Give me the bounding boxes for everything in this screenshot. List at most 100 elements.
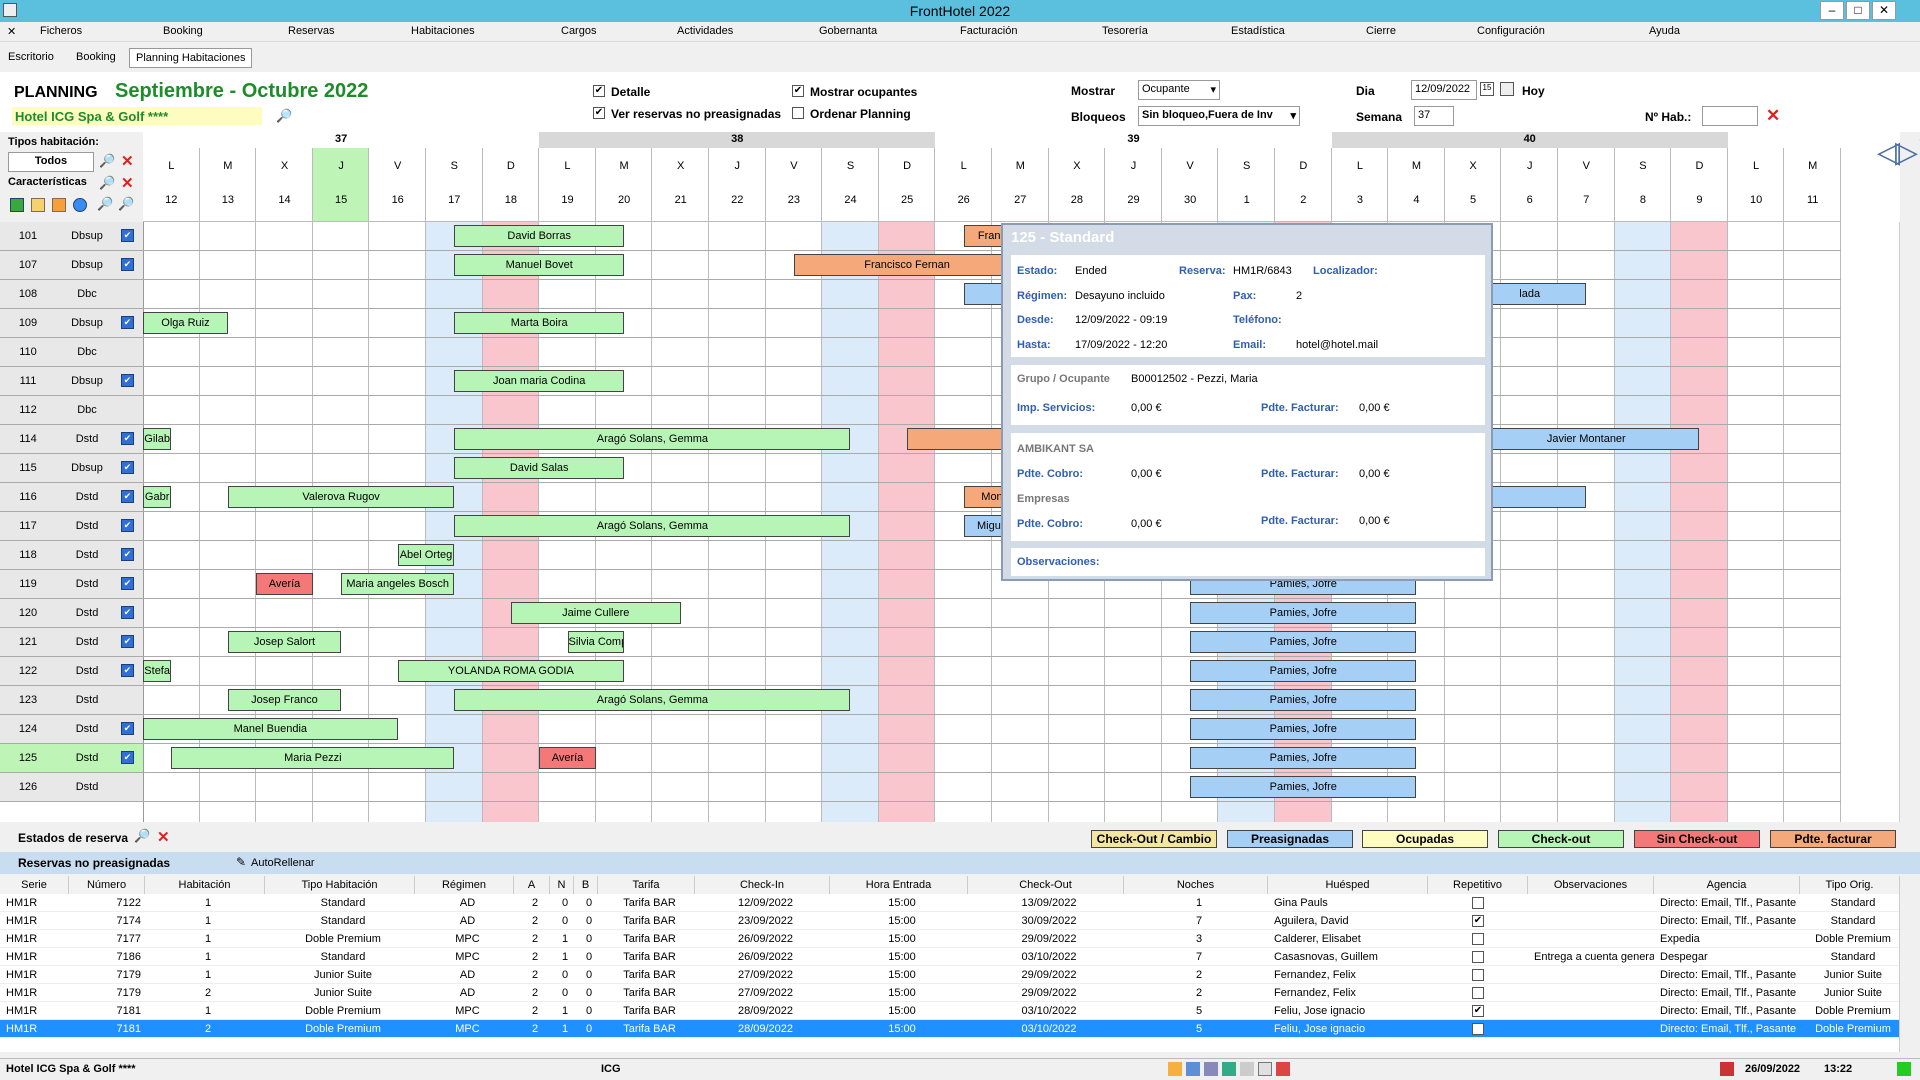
day-header[interactable] xyxy=(935,148,992,222)
autorellenar-button[interactable]: AutoRellenar xyxy=(251,857,315,869)
house-icon[interactable] xyxy=(52,198,66,212)
column-header[interactable]: Serie xyxy=(0,876,69,894)
repetitivo-checkbox[interactable]: ✔ xyxy=(1472,1005,1484,1017)
menu-item[interactable]: Cierre xyxy=(1366,25,1396,37)
semana-input[interactable]: 37 xyxy=(1414,106,1454,126)
reservation-bar[interactable]: Pamies, Jofre xyxy=(1190,689,1417,711)
legend-item[interactable]: Sin Check-out xyxy=(1634,830,1760,848)
room-row-label[interactable]: 126 Dstd xyxy=(0,773,143,802)
room-row-label[interactable]: 122 Dstd ✔ xyxy=(0,657,143,686)
reservation-bar[interactable]: Pamies, Jofre xyxy=(1190,660,1417,682)
menu-item[interactable]: Facturación xyxy=(960,25,1018,37)
users-icon[interactable] xyxy=(1186,1062,1200,1076)
calculator-icon[interactable] xyxy=(1240,1062,1254,1076)
legend-item[interactable]: Preasignadas xyxy=(1227,830,1353,848)
day-header[interactable] xyxy=(1501,148,1558,222)
room-row-label[interactable]: 114 Dstd ✔ xyxy=(0,425,143,454)
repetitivo-checkbox[interactable] xyxy=(1472,969,1484,981)
bloqueos-select[interactable]: Sin bloqueo,Fuera de Inv ▾ xyxy=(1138,106,1300,126)
day-header[interactable] xyxy=(765,148,823,222)
day-header[interactable] xyxy=(595,148,653,222)
globe-icon[interactable] xyxy=(1222,1062,1236,1076)
day-header[interactable] xyxy=(1558,148,1615,222)
close-button[interactable]: ✕ xyxy=(1872,1,1896,20)
room-row-label[interactable]: 108 Dbc xyxy=(0,280,143,309)
room-row-label[interactable]: 116 Dstd ✔ xyxy=(0,483,143,512)
room-row-label[interactable]: 111 Dbsup ✔ xyxy=(0,367,143,396)
hotel-search-icon[interactable]: 🔎 xyxy=(276,108,293,123)
table-row[interactable]: HM1R 7181 1 Doble Premium MPC 2 1 0 Tarifa BAR 28… xyxy=(0,1002,1900,1020)
room-row-label[interactable]: 123 Dstd xyxy=(0,686,143,715)
table-row[interactable]: HM1R 7179 2 Junior Suite AD 2 0 0 Tarifa BAR 27/0… xyxy=(0,984,1900,1002)
reservation-bar[interactable]: Javier Montaner xyxy=(1473,428,1700,450)
room-row-label[interactable]: 118 Dstd ✔ xyxy=(0,541,143,570)
day-header[interactable] xyxy=(878,148,936,222)
legend-item[interactable]: Check-out xyxy=(1498,830,1624,848)
app-icon[interactable] xyxy=(3,3,17,17)
menu-item[interactable]: Gobernanta xyxy=(819,25,878,37)
day-header[interactable] xyxy=(482,148,540,222)
legend-item[interactable]: Pdte. facturar xyxy=(1770,830,1896,848)
day-header[interactable] xyxy=(709,148,766,222)
tipos-search-icon[interactable]: 🔎 xyxy=(99,153,116,168)
day-header[interactable] xyxy=(1671,148,1728,222)
mostrar-select[interactable]: Ocupante ▾ xyxy=(1138,80,1220,100)
reservation-bar[interactable]: Stefa xyxy=(143,660,172,682)
reservation-bar[interactable]: Aragó Solans, Gemma xyxy=(454,515,851,537)
room-row-label[interactable]: 109 Dbsup ✔ xyxy=(0,309,143,338)
reservation-bar[interactable]: lada xyxy=(1473,283,1587,305)
reservation-bar[interactable]: Gilab xyxy=(143,428,172,450)
tipos-input[interactable]: Todos xyxy=(8,152,94,172)
grid-calendar-icon[interactable] xyxy=(1500,82,1514,96)
edit-icon[interactable] xyxy=(31,198,45,212)
table-row[interactable]: HM1R 7177 1 Doble Premium MPC 2 1 0 Tarifa BAR 26… xyxy=(0,930,1900,948)
menu-item[interactable]: Habitaciones xyxy=(411,25,475,37)
reservation-bar[interactable]: Valerova Rugov xyxy=(227,486,455,508)
reservation-bar[interactable]: Aragó Solans, Gemma xyxy=(454,689,851,711)
menu-item[interactable]: Estadística xyxy=(1231,25,1285,37)
column-header[interactable]: Hora Entrada xyxy=(830,876,968,894)
reservation-bar[interactable]: Joan maria Codina xyxy=(454,370,625,392)
tab-booking[interactable]: Booking xyxy=(76,51,116,63)
room-row-label[interactable]: 119 Dstd ✔ xyxy=(0,570,143,599)
reservation-bar[interactable]: Gabr xyxy=(143,486,172,508)
nhab-clear-icon[interactable]: ✕ xyxy=(1766,106,1781,125)
mail-icon[interactable] xyxy=(1258,1062,1272,1076)
room-row-label[interactable]: 107 Dbsup ✔ xyxy=(0,251,143,280)
table-scrollbar[interactable] xyxy=(1899,876,1920,1052)
dia-input[interactable]: 12/09/2022 xyxy=(1411,80,1477,100)
repetitivo-checkbox[interactable]: ✔ xyxy=(1472,915,1484,927)
day-header[interactable] xyxy=(312,148,370,222)
day-header[interactable] xyxy=(539,148,596,222)
mostrar-ocupantes-checkbox[interactable]: ✔ xyxy=(792,85,804,97)
maximize-button[interactable]: □ xyxy=(1846,1,1870,20)
reservation-bar[interactable]: Pamies, Jofre xyxy=(1190,776,1417,798)
room-row-label[interactable]: 120 Dstd ✔ xyxy=(0,599,143,628)
repetitivo-checkbox[interactable] xyxy=(1472,987,1484,999)
pencil-icon[interactable]: ✎ xyxy=(236,855,247,869)
day-header[interactable] xyxy=(1218,148,1275,222)
minimize-button[interactable]: – xyxy=(1820,1,1844,20)
column-header[interactable]: Tarifa xyxy=(598,876,695,894)
day-header[interactable] xyxy=(652,148,709,222)
hoy-button[interactable]: Hoy xyxy=(1522,84,1545,98)
room-row-label[interactable]: 121 Dstd ✔ xyxy=(0,628,143,657)
menu-item[interactable]: Reservas xyxy=(288,25,335,37)
table-row[interactable]: HM1R 7174 1 Standard AD 2 0 0 Tarifa BAR 23/09/20… xyxy=(0,912,1900,930)
reservation-bar[interactable]: Marta Boira xyxy=(454,312,625,334)
column-header[interactable]: Habitación xyxy=(145,876,265,894)
tipos-clear-icon[interactable]: ✕ xyxy=(121,153,134,170)
repetitivo-checkbox[interactable] xyxy=(1472,897,1484,909)
home-icon[interactable] xyxy=(1168,1062,1182,1076)
menu-item[interactable]: Configuración xyxy=(1477,25,1545,37)
day-header[interactable] xyxy=(992,148,1049,222)
day-header[interactable] xyxy=(1784,148,1841,222)
room-row-label[interactable]: 112 Dbc xyxy=(0,396,143,425)
menu-item[interactable]: Cargos xyxy=(561,25,597,37)
grid-scrollbar[interactable] xyxy=(1899,222,1920,822)
reservation-bar[interactable]: Josep Franco xyxy=(227,689,342,711)
column-header[interactable]: Tipo Habitación xyxy=(265,876,415,894)
table-row[interactable]: HM1R 7181 2 Doble Premium MPC 2 1 0 Tarifa BAR 28… xyxy=(0,1020,1900,1038)
zoom-in-icon[interactable]: 🔎 xyxy=(97,196,114,211)
column-header[interactable]: Noches xyxy=(1124,876,1268,894)
